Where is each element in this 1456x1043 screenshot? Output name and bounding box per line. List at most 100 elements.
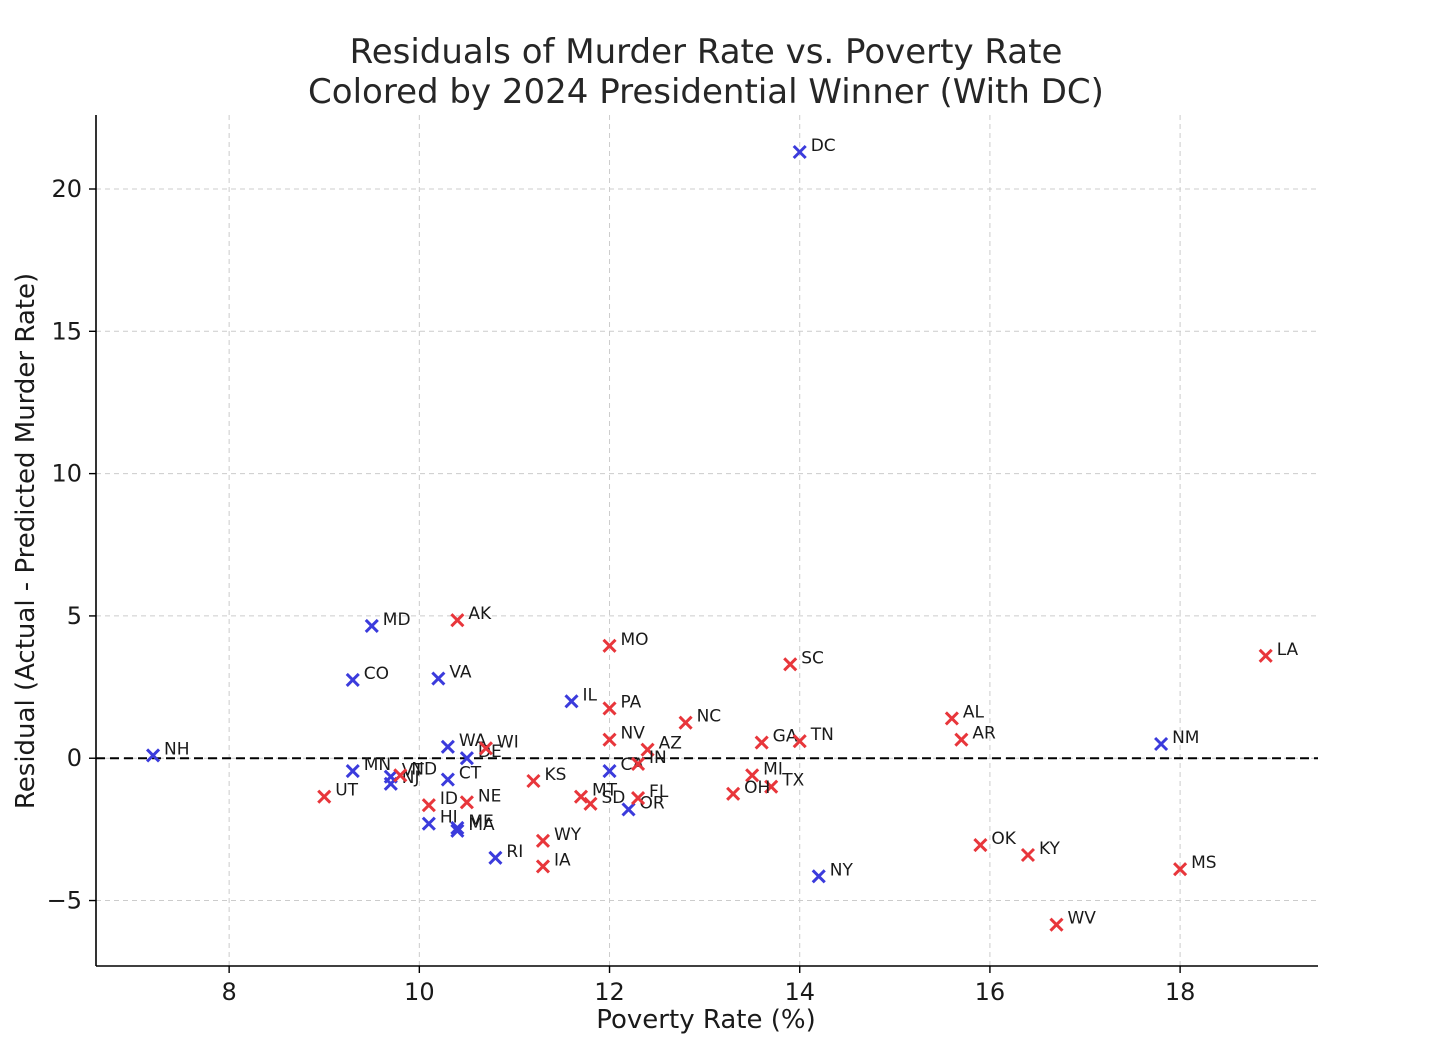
point-label-ct: CT xyxy=(459,764,482,784)
point-marker-sc xyxy=(783,657,798,672)
point-label-az: AZ xyxy=(659,734,682,754)
point-label-nc: NC xyxy=(697,707,722,727)
point-marker-ia xyxy=(535,859,551,874)
point-label-il: IL xyxy=(582,685,597,705)
point-label-la: LA xyxy=(1277,640,1299,660)
point-marker-oh xyxy=(726,786,741,801)
point-label-id: ID xyxy=(440,789,458,809)
point-label-nh: NH xyxy=(164,739,190,759)
point-label-ma: MA xyxy=(468,815,495,835)
point-label-ne: NE xyxy=(478,786,501,806)
point-label-oh: OH xyxy=(744,778,770,798)
point-marker-wv xyxy=(1049,917,1064,932)
point-marker-ak xyxy=(450,613,465,628)
point-marker-nc xyxy=(678,715,693,730)
point-label-wv: WV xyxy=(1067,909,1096,929)
axes: 8 10 12 14 16 18 −5 0 5 10 15 20 xyxy=(47,115,1318,1006)
x-axis-label: Poverty Rate (%) xyxy=(596,1005,815,1035)
point-marker-mn xyxy=(345,763,360,779)
point-label-fl: FL xyxy=(649,782,669,802)
point-label-dc: DC xyxy=(811,136,836,156)
point-marker-mt xyxy=(573,789,589,804)
point-label-va: VA xyxy=(449,663,472,683)
point-label-sc: SC xyxy=(801,648,824,668)
point-marker-wi xyxy=(478,741,493,756)
point-label-ut: UT xyxy=(335,781,358,801)
point-marker-sd xyxy=(583,796,598,811)
point-label-mt: MT xyxy=(592,781,618,801)
point-marker-la xyxy=(1258,648,1273,663)
point-marker-nd xyxy=(393,768,408,783)
point-label-me: ME xyxy=(468,812,493,832)
point-marker-de xyxy=(459,751,474,766)
point-label-ny: NY xyxy=(830,860,854,880)
point-marker-tn xyxy=(792,734,807,749)
point-marker-ms xyxy=(1173,862,1188,877)
point-marker-or xyxy=(621,802,636,817)
y-tick-label: 0 xyxy=(67,744,82,772)
x-tick-label: 10 xyxy=(404,978,435,1006)
point-label-mo: MO xyxy=(621,630,649,650)
point-label-ky: KY xyxy=(1039,839,1061,859)
y-tick-label: 5 xyxy=(67,602,82,630)
y-tick-label: 20 xyxy=(51,175,82,203)
y-tick-label: 15 xyxy=(51,317,82,345)
point-marker-nv xyxy=(602,732,617,747)
point-label-ok: OK xyxy=(991,829,1016,849)
point-marker-md xyxy=(364,618,379,633)
point-label-ga: GA xyxy=(773,727,798,747)
point-label-ar: AR xyxy=(972,724,996,744)
point-marker-nm xyxy=(1154,736,1169,752)
x-tick-label: 14 xyxy=(784,978,815,1006)
point-marker-ar xyxy=(954,732,969,747)
point-marker-ks xyxy=(526,773,541,789)
point-label-wi: WI xyxy=(497,732,519,752)
point-marker-il xyxy=(564,694,579,709)
point-label-tx: TX xyxy=(781,771,804,791)
point-label-co: CO xyxy=(364,664,389,684)
y-tick-label: −5 xyxy=(47,887,82,915)
point-label-pa: PA xyxy=(621,692,642,712)
chart-title-line-2: Colored by 2024 Presidential Winner (Wit… xyxy=(308,72,1104,112)
point-marker-wy xyxy=(535,833,551,848)
point-marker-nh xyxy=(145,748,161,763)
point-marker-ok xyxy=(973,837,988,853)
point-marker-ky xyxy=(1020,847,1036,863)
point-marker-al xyxy=(944,711,959,726)
y-tick-label: 10 xyxy=(51,460,82,488)
point-label-ks: KS xyxy=(544,765,566,785)
point-label-nm: NM xyxy=(1172,728,1199,748)
grid xyxy=(96,115,1318,966)
point-label-sd: SD xyxy=(602,788,626,808)
x-tick-label: 12 xyxy=(594,978,625,1006)
point-label-wy: WY xyxy=(554,825,582,845)
point-marker-pa xyxy=(602,701,617,716)
point-marker-tx xyxy=(764,779,779,794)
x-tick-label: 18 xyxy=(1165,978,1196,1006)
point-label-nd: ND xyxy=(411,759,437,779)
y-axis-label: Residual (Actual - Predicted Murder Rate… xyxy=(11,273,41,809)
point-marker-ga xyxy=(754,735,769,750)
point-label-vt: VT xyxy=(402,761,425,781)
point-marker-ca xyxy=(602,763,617,779)
point-label-tn: TN xyxy=(810,725,834,745)
point-marker-fl xyxy=(630,791,646,806)
point-label-or: OR xyxy=(640,793,665,813)
point-marker-az xyxy=(640,742,655,757)
point-marker-mo xyxy=(602,638,617,653)
point-marker-ny xyxy=(811,869,826,884)
point-marker-mi xyxy=(745,768,760,783)
point-label-in: IN xyxy=(649,748,667,768)
point-marker-va xyxy=(431,671,446,686)
x-tick-label: 8 xyxy=(221,978,236,1006)
point-label-al: AL xyxy=(963,702,985,722)
point-marker-me xyxy=(450,820,465,836)
point-label-wa: WA xyxy=(459,731,487,751)
point-marker-in xyxy=(630,756,646,771)
point-marker-ut xyxy=(317,789,332,804)
point-label-nj: NJ xyxy=(402,768,420,788)
point-marker-co xyxy=(345,672,360,688)
